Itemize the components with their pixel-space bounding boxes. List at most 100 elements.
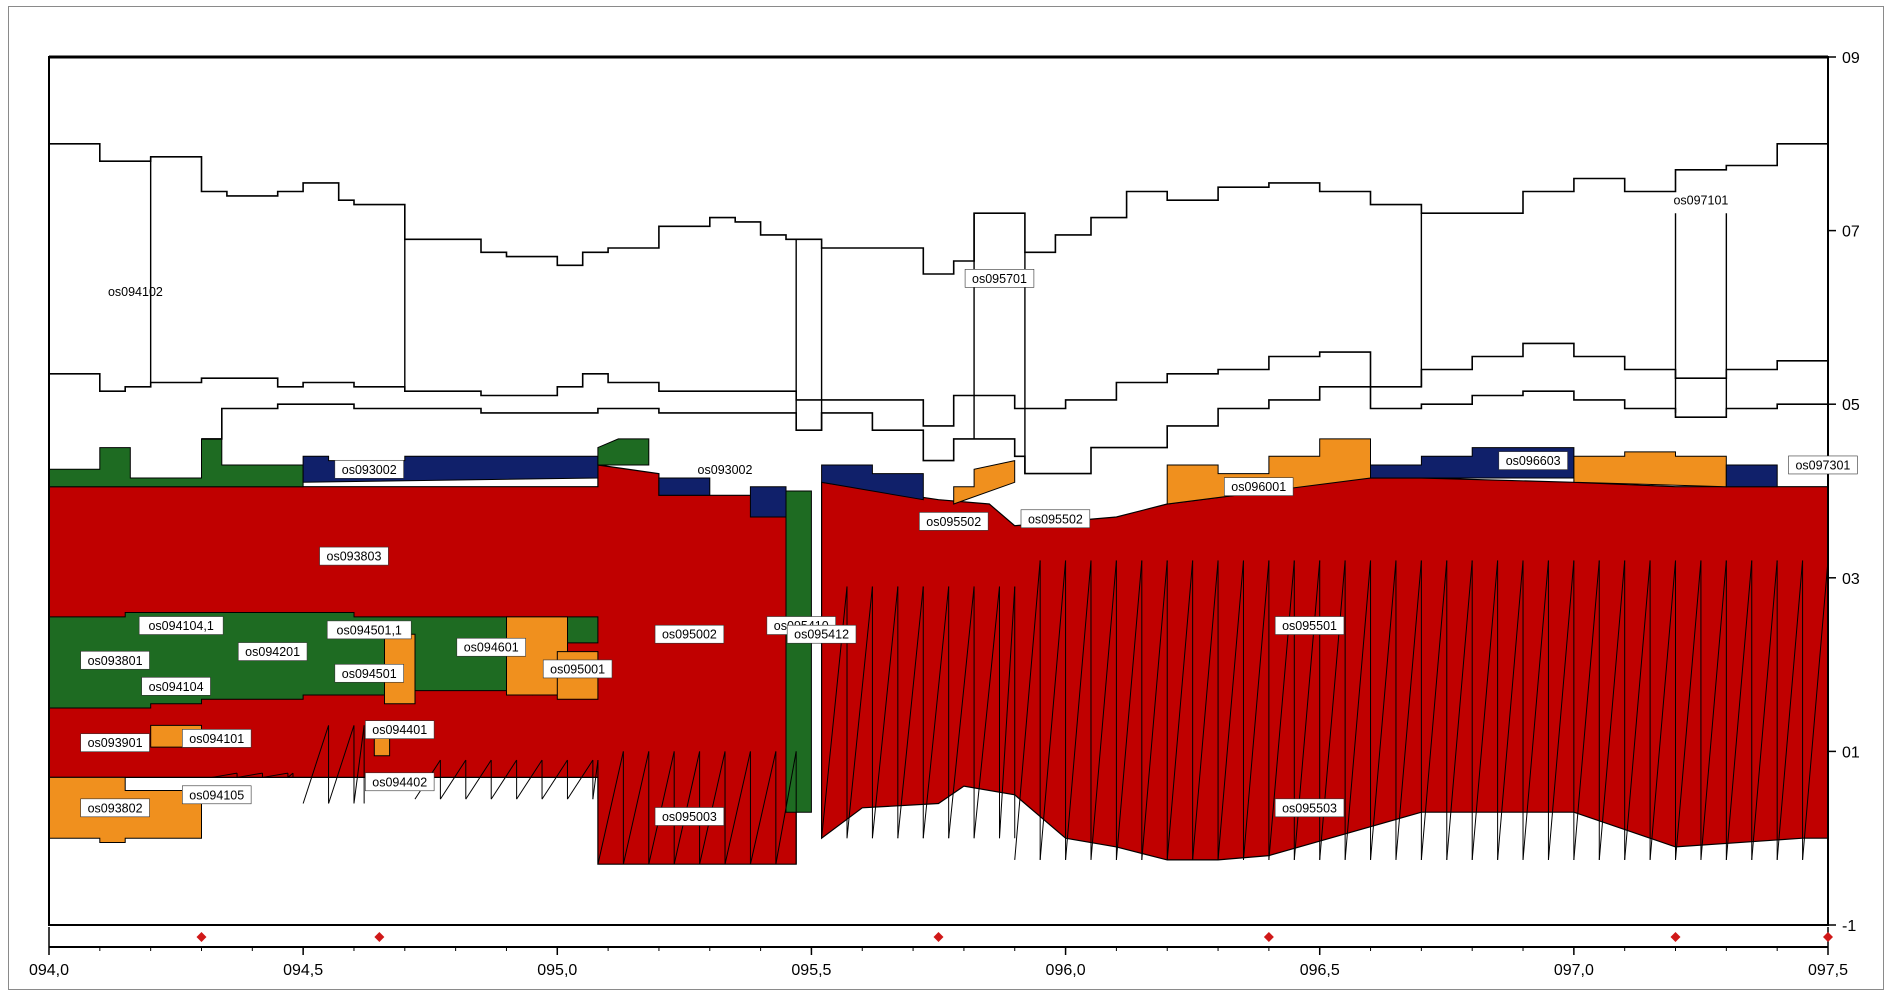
- step-line-2: [201, 385, 1828, 475]
- data-label: os094401: [372, 723, 427, 737]
- band-orange-7: [953, 459, 1016, 505]
- x-tick-label: 094,0: [29, 962, 69, 979]
- data-label: os094102: [108, 285, 163, 299]
- label-box: [80, 798, 150, 818]
- label-layer: os094102 os093002 os093002 os095701 os097101…: [80, 194, 1858, 826]
- hatch-stroke-5: [1141, 560, 1168, 860]
- label-box: [1224, 477, 1294, 496]
- hatch-stroke-2: [516, 759, 543, 800]
- label-box: [237, 642, 308, 661]
- data-label: os093901: [88, 736, 143, 750]
- marker-diamond: [1670, 932, 1681, 942]
- data-label: os096001: [1231, 480, 1286, 494]
- hatch-stroke-1: [287, 772, 294, 778]
- hatch-stroke-2: [465, 759, 492, 800]
- hatch-stroke-2: [592, 760, 599, 800]
- hatch-stroke-5: [1725, 560, 1753, 860]
- label-box: [1498, 451, 1568, 470]
- hatch-stroke-5: [1344, 560, 1372, 860]
- hatch-stroke-2: [567, 759, 594, 800]
- hatch-stroke-0: [302, 725, 330, 804]
- label-box: [964, 269, 1035, 288]
- hatch-stroke-5: [1497, 560, 1524, 860]
- marker-diamond: [1263, 932, 1274, 942]
- data-label: os095003: [662, 810, 717, 824]
- label-box: [542, 659, 613, 679]
- hatch-stroke-1: [236, 772, 263, 778]
- band-orange-10: [1573, 451, 1727, 488]
- hatch-stroke-5: [1192, 560, 1219, 860]
- hatch-stroke-5: [1802, 560, 1829, 860]
- hatch-stroke-5: [1446, 560, 1473, 860]
- hatch-stroke-5: [1649, 560, 1677, 860]
- label-box: [334, 459, 404, 479]
- hatch-stroke-5: [1115, 560, 1143, 860]
- hatch-stroke-1: [262, 772, 288, 778]
- label-box: [1020, 509, 1091, 529]
- label-box: [80, 650, 150, 670]
- hatch-stroke-4: [871, 586, 899, 839]
- data-label: os095502: [1028, 512, 1083, 526]
- hatch-stroke-4: [973, 586, 1000, 839]
- label-box: [456, 637, 526, 657]
- label-box: [80, 733, 150, 753]
- label-box: [326, 620, 412, 640]
- x-tick-label: 094,5: [283, 962, 323, 979]
- label-box: [334, 663, 404, 683]
- hatch-stroke-5: [1700, 560, 1727, 860]
- x-tick-label: 095,5: [791, 962, 831, 979]
- hatch-stroke-5: [1776, 560, 1804, 860]
- hatch-stroke-5: [1166, 560, 1194, 860]
- data-label: os094601: [464, 641, 519, 655]
- hatch-stroke-3: [597, 751, 624, 865]
- band-navy-4: [749, 486, 787, 518]
- data-label: os093002: [698, 463, 753, 477]
- label-box: [182, 785, 252, 805]
- band-green-2: [597, 438, 650, 466]
- hatch-stroke-1: [211, 772, 238, 778]
- marker-diamond: [1823, 932, 1833, 942]
- hatch-stroke-2: [541, 759, 568, 800]
- hatch-stroke-5: [1268, 560, 1295, 860]
- marker-diamond: [196, 932, 207, 942]
- hatch-stroke-4: [922, 586, 950, 839]
- hatch-stroke-3: [775, 751, 797, 865]
- hatch-stroke-4: [998, 586, 1016, 839]
- data-label: os094201: [245, 645, 300, 659]
- step-line-0: [49, 143, 1828, 275]
- hatch-stroke-5: [1675, 560, 1702, 860]
- hatch-layer: [211, 560, 1829, 865]
- data-label: os095701: [972, 272, 1027, 286]
- hatch-stroke-3: [749, 751, 777, 865]
- band-orange-8: [1166, 438, 1371, 505]
- hatch-stroke-5: [1395, 560, 1422, 860]
- y-tick-label: 01: [1842, 744, 1860, 761]
- hatch-stroke-5: [1420, 560, 1448, 860]
- label-box: [919, 512, 989, 531]
- label-box: [1788, 455, 1858, 475]
- band-green-0: [48, 438, 304, 488]
- hatch-stroke-5: [1090, 560, 1117, 860]
- data-label: os095002: [662, 628, 717, 642]
- hatch-stroke-5: [1014, 560, 1041, 860]
- hatch-stroke-5: [1217, 560, 1244, 860]
- band-green-5: [785, 490, 812, 813]
- label-box: [654, 624, 725, 644]
- data-label: os094101: [189, 732, 244, 746]
- x-tick-label: 096,0: [1046, 962, 1086, 979]
- hatch-stroke-5: [1065, 560, 1092, 860]
- data-label: os095502: [926, 515, 981, 529]
- data-label: os094105: [189, 788, 244, 802]
- label-box: [786, 624, 857, 644]
- data-label: os095503: [1282, 801, 1337, 815]
- hatch-stroke-5: [1751, 560, 1778, 860]
- band-navy-6: [821, 464, 924, 501]
- marker-diamond: [374, 932, 385, 942]
- hatch-stroke-5: [1547, 560, 1575, 860]
- chart-frame: [8, 6, 1884, 990]
- hatch-stroke-3: [724, 751, 751, 865]
- data-label: os095501: [1282, 619, 1337, 633]
- data-label: os094402: [372, 775, 427, 789]
- data-label: os094104: [149, 680, 204, 694]
